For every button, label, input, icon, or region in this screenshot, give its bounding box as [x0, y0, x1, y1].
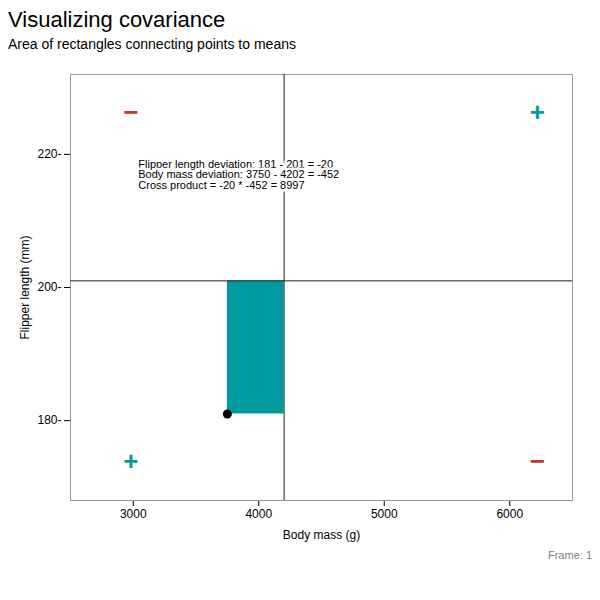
svg-text:−: −: [530, 446, 545, 476]
svg-text:3000: 3000: [120, 507, 147, 521]
svg-text:200-: 200-: [37, 280, 61, 294]
svg-text:−: −: [123, 97, 138, 127]
svg-text:+: +: [123, 446, 138, 476]
svg-text:180-: 180-: [37, 413, 61, 427]
svg-text:5000: 5000: [371, 507, 398, 521]
html-text:Frame: 1: Frame: 1: [548, 549, 592, 561]
svg-text:+: +: [530, 97, 545, 127]
svg-text:Body mass (g): Body mass (g): [283, 528, 360, 542]
html-text:Visualizing covariance: Visualizing covariance: [8, 7, 226, 32]
svg-text:220-: 220-: [37, 147, 61, 161]
html-text:Area of rectangles connecting: Area of rectangles connecting points to …: [8, 36, 296, 52]
svg-text:4000: 4000: [245, 507, 272, 521]
svg-text:Flipper length deviation: 181: Flipper length deviation: 181 - 201 = -2…: [138, 158, 339, 192]
svg-text:Flipper length (mm): Flipper length (mm): [18, 235, 32, 339]
svg-text:6000: 6000: [496, 507, 523, 521]
